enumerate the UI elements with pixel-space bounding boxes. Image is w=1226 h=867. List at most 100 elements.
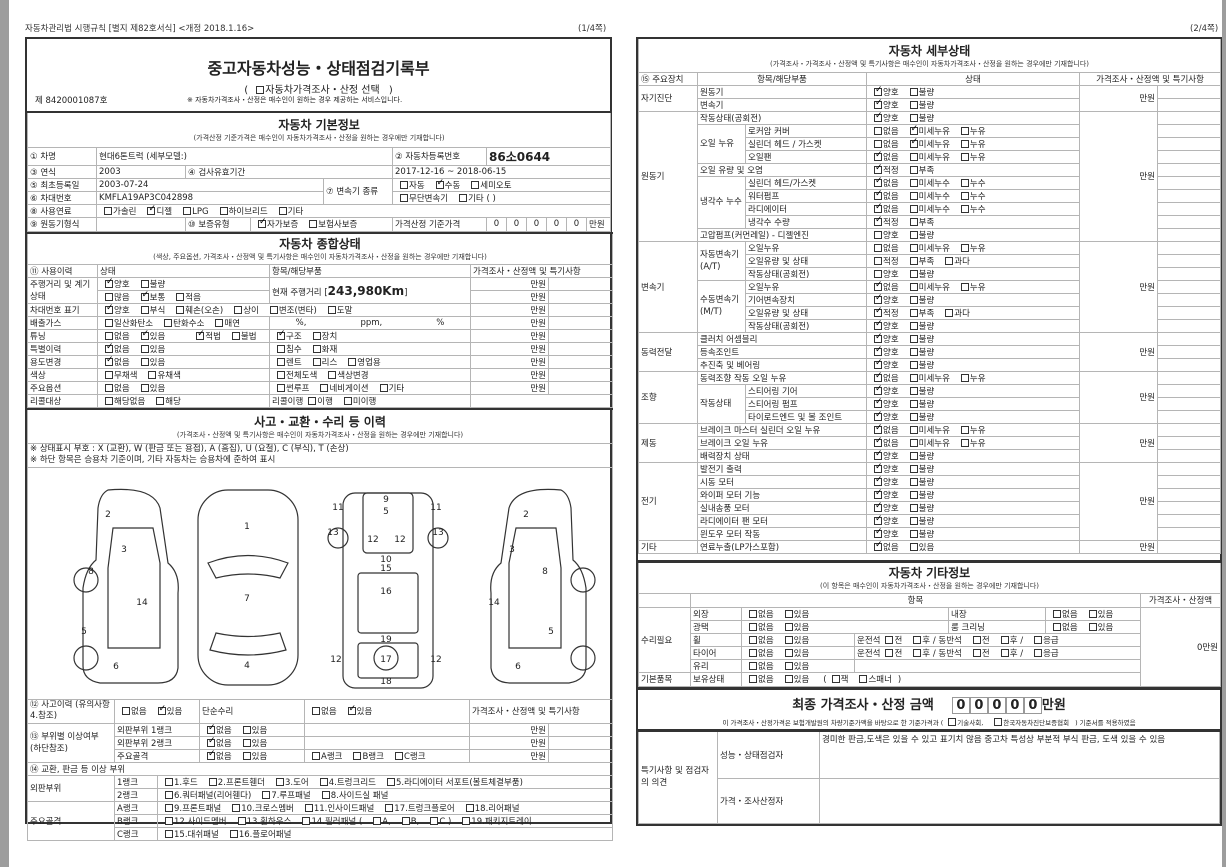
checkbox-option[interactable]: 있음 <box>780 675 809 685</box>
checkbox[interactable] <box>909 386 918 395</box>
checkbox[interactable] <box>874 230 882 239</box>
checkbox-option[interactable]: 미세누유 <box>905 282 950 292</box>
checkbox-option[interactable]: 적법 <box>191 331 221 342</box>
checkbox-checked[interactable] <box>874 294 883 304</box>
checkbox-option[interactable]: 양호 <box>869 528 899 539</box>
checkbox-checked[interactable] <box>207 737 216 747</box>
checkbox-option[interactable]: 불량 <box>136 280 165 290</box>
checkbox-option[interactable]: 10.크로스멤버 <box>227 803 294 813</box>
note-cell[interactable] <box>1156 188 1222 203</box>
checkbox[interactable] <box>234 306 243 314</box>
checkbox[interactable] <box>749 622 757 631</box>
checkbox[interactable] <box>831 675 840 683</box>
checkbox[interactable] <box>885 635 894 644</box>
checkbox[interactable] <box>215 319 224 327</box>
checkbox[interactable] <box>105 384 113 392</box>
checkbox-checked[interactable] <box>874 346 883 356</box>
checkbox-option[interactable]: 없음 <box>744 675 774 685</box>
checkbox[interactable] <box>909 334 918 343</box>
checkbox-option[interactable]: 없음 <box>869 203 899 214</box>
checkbox-option[interactable]: 3.도어 <box>271 777 309 787</box>
checkbox-checked[interactable] <box>874 177 883 187</box>
checkbox[interactable] <box>312 358 321 366</box>
checkbox-option[interactable]: 하이브리드 <box>215 206 268 216</box>
checkbox[interactable] <box>183 206 192 215</box>
checkbox[interactable] <box>1000 648 1009 657</box>
note-cell[interactable] <box>1156 279 1222 294</box>
checkbox[interactable] <box>909 191 918 200</box>
checkbox[interactable] <box>277 358 285 366</box>
checkbox-checked[interactable] <box>105 279 114 288</box>
checkbox-checked[interactable] <box>105 344 114 353</box>
checkbox[interactable] <box>909 113 918 122</box>
checkbox[interactable] <box>1088 609 1097 618</box>
checkbox-checked[interactable] <box>874 398 883 408</box>
checkbox[interactable] <box>909 217 918 226</box>
checkbox-option[interactable]: 리스 <box>308 358 337 368</box>
checkbox[interactable] <box>165 816 173 825</box>
checkbox-option[interactable]: 썬루프 <box>272 384 309 394</box>
checkbox-option[interactable]: 없음 <box>307 707 337 717</box>
checkbox-option[interactable]: 없음 <box>117 707 147 717</box>
checkbox-option[interactable]: 무채색 <box>100 371 137 381</box>
checkbox[interactable] <box>1000 635 1009 644</box>
checkbox-option[interactable]: 미세누유 <box>905 438 950 448</box>
checkbox-option[interactable]: 불량 <box>905 490 934 500</box>
checkbox-checked[interactable] <box>207 750 216 760</box>
note-cell[interactable] <box>1156 409 1222 424</box>
note-cell[interactable] <box>1156 474 1222 489</box>
checkbox-option[interactable]: 불량 <box>905 87 934 97</box>
note-cell[interactable] <box>548 368 613 382</box>
note-cell[interactable] <box>1156 240 1222 255</box>
checkbox[interactable] <box>1053 622 1061 631</box>
checkbox-option[interactable]: 양호 <box>869 411 899 422</box>
checkbox[interactable] <box>784 675 793 683</box>
checkbox-option[interactable]: 있음 <box>780 661 809 671</box>
note-cell[interactable] <box>1156 136 1222 151</box>
checkbox-option[interactable]: 양호 <box>869 385 899 396</box>
checkbox[interactable] <box>140 280 149 288</box>
checkbox[interactable] <box>165 790 173 799</box>
note-cell[interactable] <box>547 748 614 763</box>
checkbox[interactable] <box>909 100 918 109</box>
checkbox[interactable] <box>909 360 918 369</box>
checkbox-option[interactable]: 양호 <box>869 112 899 123</box>
checkbox-option[interactable]: 후 / 동반석 <box>908 648 962 658</box>
checkbox[interactable] <box>909 399 918 408</box>
checkbox-checked[interactable] <box>105 357 114 366</box>
checkbox[interactable] <box>909 321 918 330</box>
note-cell[interactable] <box>548 316 613 330</box>
checkbox[interactable] <box>909 256 918 265</box>
checkbox-option[interactable]: 과다 <box>940 256 970 266</box>
checkbox-option[interactable]: 누유 <box>956 152 986 162</box>
checkbox-checked[interactable] <box>157 704 166 715</box>
checkbox-option[interactable]: 양호 <box>100 279 130 290</box>
checkbox-option[interactable]: 4.트렁크리드 <box>315 777 376 787</box>
checkbox-option[interactable]: 양호 <box>869 515 899 526</box>
checkbox-option[interactable]: 12.사이드멤버 <box>160 816 227 826</box>
checkbox-option[interactable]: 없음 <box>1048 622 1078 632</box>
note-cell[interactable] <box>548 290 613 304</box>
checkbox-option[interactable]: 있음 <box>136 358 165 368</box>
note-cell[interactable] <box>1156 331 1222 346</box>
checkbox[interactable] <box>909 87 918 96</box>
note-cell[interactable] <box>1156 526 1222 541</box>
checkbox[interactable] <box>948 717 957 726</box>
checkbox[interactable] <box>909 412 918 421</box>
checkbox-option[interactable]: 화재 <box>308 345 337 355</box>
checkbox-option[interactable]: C ) <box>425 816 451 826</box>
checkbox-option[interactable]: 있음 <box>780 622 809 632</box>
checkbox-checked[interactable] <box>874 307 883 317</box>
checkbox[interactable] <box>909 347 918 356</box>
checkbox[interactable] <box>105 319 113 327</box>
checkbox-option[interactable]: 일산화탄소 <box>100 319 153 329</box>
checkbox[interactable] <box>256 86 265 94</box>
checkbox-option[interactable]: 없음 <box>202 724 232 735</box>
checkbox[interactable] <box>165 803 173 812</box>
checkbox[interactable] <box>909 529 918 538</box>
checkbox-option[interactable]: 스패너 <box>854 675 892 685</box>
checkbox[interactable] <box>909 230 918 239</box>
checkbox-option[interactable]: A랭크 <box>307 751 342 761</box>
checkbox-option[interactable]: 기술사회, <box>943 717 983 727</box>
checkbox[interactable] <box>156 397 165 405</box>
